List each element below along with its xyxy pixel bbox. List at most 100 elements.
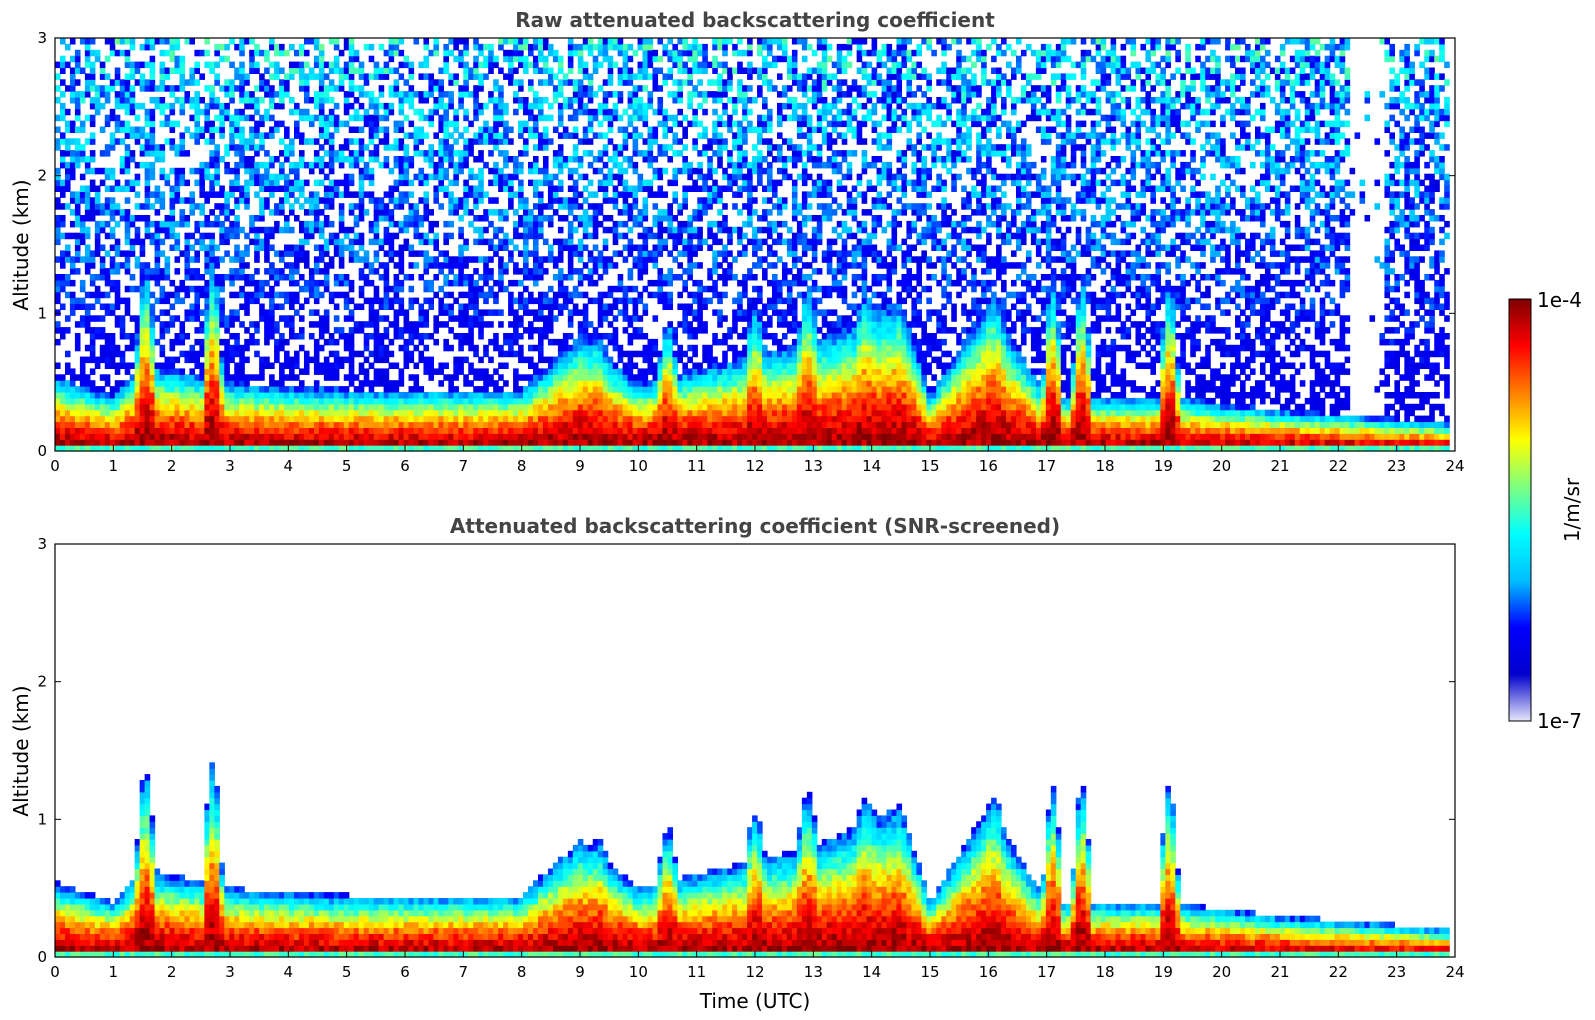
raw-heatmap-cell [59, 285, 66, 293]
raw-heatmap-cell [483, 43, 489, 51]
raw-heatmap-cell [74, 397, 81, 405]
raw-heatmap-cell [592, 262, 599, 269]
raw-heatmap-cell [139, 297, 146, 305]
raw-heatmap-cell [89, 386, 96, 393]
raw-heatmap-cell [214, 309, 220, 316]
raw-heatmap-cell [577, 279, 584, 287]
raw-heatmap-cell [59, 150, 66, 157]
raw-heatmap-cell [542, 79, 549, 86]
raw-heatmap-cell [249, 333, 255, 340]
raw-heatmap-cell [164, 102, 171, 110]
raw-heatmap-cell [269, 91, 275, 98]
raw-heatmap-cell [518, 55, 524, 63]
raw-heatmap-cell [129, 215, 136, 222]
raw-heatmap-cell [194, 238, 200, 246]
raw-heatmap-cell [164, 421, 171, 428]
raw-heatmap-cell [114, 262, 121, 269]
raw-heatmap-cell [363, 380, 370, 387]
raw-heatmap-cell [119, 439, 126, 446]
raw-heatmap-cell [214, 356, 220, 364]
raw-heatmap-cell [79, 197, 86, 204]
raw-heatmap-cell [537, 79, 544, 86]
raw-heatmap-cell [269, 179, 275, 187]
raw-heatmap-cell [313, 191, 320, 198]
raw-heatmap-cell [542, 215, 549, 222]
raw-heatmap-cell [139, 427, 146, 434]
raw-heatmap-cell [363, 262, 370, 269]
raw-heatmap-cell [503, 49, 509, 57]
raw-heatmap-cell [214, 409, 220, 417]
raw-heatmap-cell [463, 433, 469, 440]
raw-heatmap-cell [269, 380, 275, 387]
raw-heatmap-cell [423, 421, 430, 428]
raw-heatmap-cell [313, 403, 320, 411]
raw-heatmap-cell [134, 114, 141, 122]
raw-heatmap-cell [438, 97, 444, 104]
raw-heatmap-cell [607, 43, 614, 51]
raw-heatmap-cell [438, 403, 444, 411]
raw-heatmap-cell [518, 409, 524, 417]
raw-heatmap-cell [398, 108, 405, 116]
raw-heatmap-cell [587, 409, 594, 417]
raw-heatmap-cell [533, 244, 539, 251]
raw-heatmap-cell [537, 268, 544, 275]
raw-heatmap-cell [159, 309, 166, 316]
raw-heatmap-cell [562, 79, 569, 86]
raw-heatmap-cell [498, 445, 504, 452]
raw-heatmap-cell [254, 397, 260, 405]
raw-heatmap-cell [453, 397, 459, 405]
raw-heatmap-cell [159, 173, 166, 181]
raw-heatmap-cell [518, 445, 524, 452]
raw-heatmap-cell [259, 403, 265, 411]
raw-heatmap-cell [428, 156, 435, 163]
raw-heatmap-cell [398, 333, 405, 340]
raw-heatmap-cell [159, 386, 166, 393]
raw-heatmap-cell [518, 179, 524, 187]
raw-heatmap-cell [184, 397, 191, 405]
raw-heatmap-cell [403, 220, 410, 228]
raw-heatmap-cell [169, 226, 176, 234]
raw-heatmap-cell [308, 167, 315, 175]
raw-heatmap-cell [99, 209, 106, 216]
raw-heatmap-cell [64, 61, 71, 69]
raw-heatmap-cell [443, 392, 449, 399]
raw-heatmap-cell [74, 203, 81, 210]
raw-heatmap-cell [513, 156, 519, 163]
raw-heatmap-cell [303, 108, 310, 116]
raw-heatmap-cell [219, 297, 225, 305]
raw-heatmap-cell [353, 85, 360, 92]
raw-heatmap-cell [124, 415, 131, 423]
raw-heatmap-cell [249, 386, 255, 393]
raw-heatmap-cell [284, 439, 290, 446]
raw-heatmap-cell [458, 333, 464, 340]
raw-heatmap-cell [333, 362, 340, 369]
raw-heatmap-cell [209, 256, 215, 263]
raw-heatmap-cell [557, 421, 564, 428]
raw-heatmap-cell [592, 114, 599, 122]
raw-heatmap-cell [55, 61, 61, 69]
raw-heatmap-cell [612, 327, 619, 334]
raw-heatmap-cell [438, 185, 444, 192]
raw-heatmap-cell [572, 185, 579, 192]
raw-heatmap-cell [498, 309, 504, 316]
raw-heatmap-cell [358, 185, 365, 192]
raw-heatmap-cell [508, 203, 514, 210]
raw-heatmap-cell [189, 427, 196, 434]
raw-heatmap-cell [169, 433, 176, 440]
raw-heatmap-cell [398, 120, 405, 128]
raw-heatmap-cell [438, 67, 444, 74]
raw-heatmap-cell [473, 409, 479, 417]
raw-heatmap-cell [602, 291, 609, 299]
raw-heatmap-cell [433, 197, 439, 204]
raw-heatmap-cell [129, 150, 136, 157]
raw-heatmap-cell [577, 309, 584, 316]
raw-heatmap-cell [333, 43, 340, 51]
raw-heatmap-cell [408, 285, 415, 293]
raw-heatmap-cell [562, 73, 569, 80]
raw-heatmap-cell [388, 144, 395, 151]
raw-heatmap-cell [84, 315, 91, 322]
raw-heatmap-cell [224, 433, 230, 440]
raw-heatmap-cell [274, 427, 280, 434]
raw-heatmap-cell [224, 144, 230, 151]
raw-heatmap-cell [298, 150, 305, 157]
